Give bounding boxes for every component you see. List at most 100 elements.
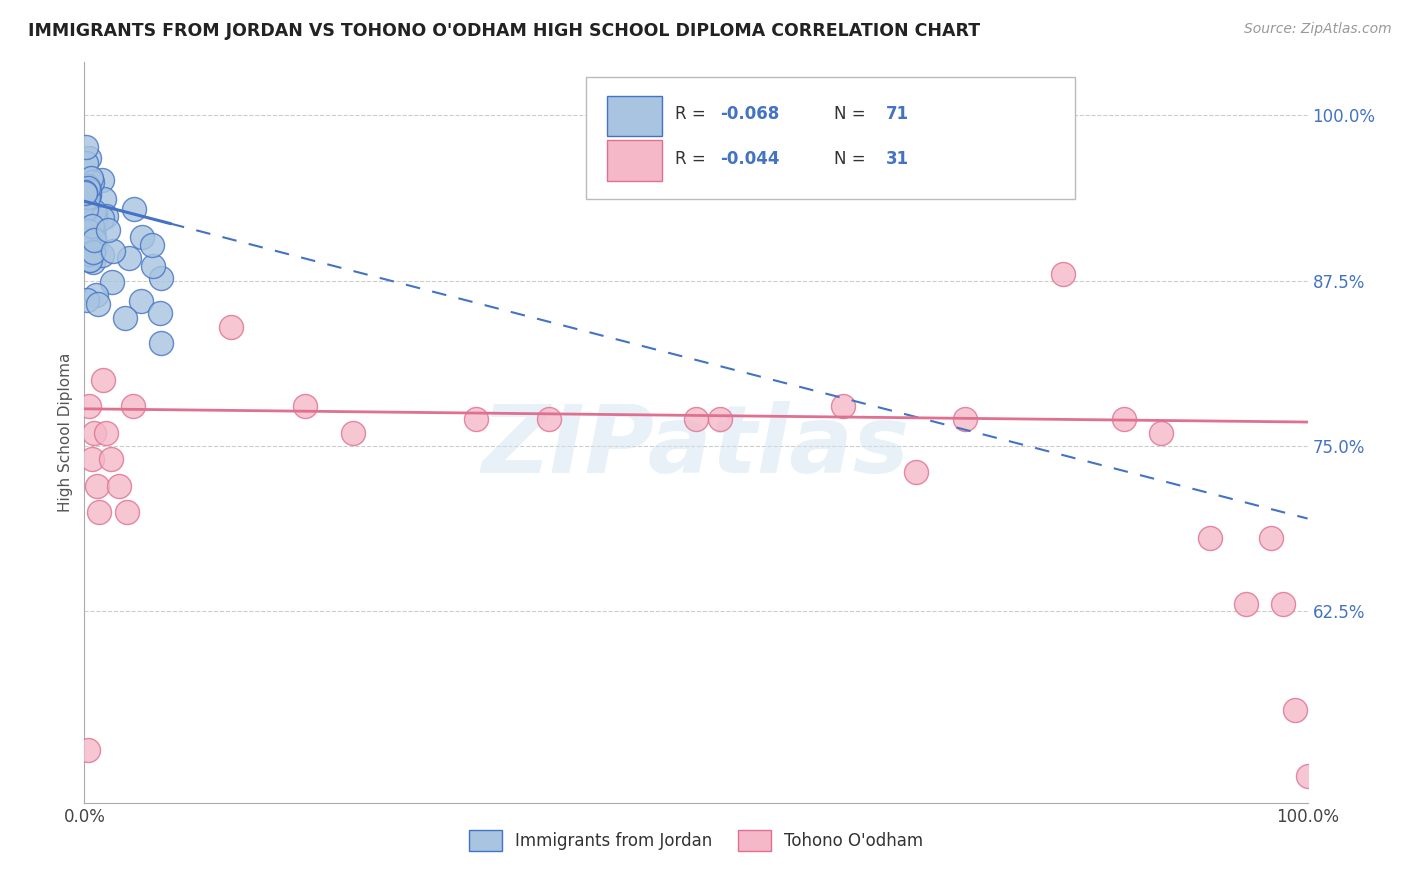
Point [76, 191, 98, 205]
Point [76, 179, 98, 194]
Point [75, 186, 97, 200]
Point [142, 259, 165, 273]
FancyBboxPatch shape [606, 95, 662, 136]
Point [84, 240, 107, 254]
FancyBboxPatch shape [606, 140, 662, 181]
Point [75, 139, 97, 153]
Text: ZIPatlas: ZIPatlas [482, 401, 910, 493]
Point [77, 743, 100, 757]
Point [131, 230, 153, 244]
Text: R =: R = [675, 150, 711, 168]
Text: -0.068: -0.068 [720, 105, 780, 123]
Point [685, 412, 707, 426]
Point [79, 170, 101, 185]
Legend: Immigrants from Jordan, Tohono O'odham: Immigrants from Jordan, Tohono O'odham [463, 823, 929, 857]
Point [149, 306, 172, 320]
Point [1052, 267, 1074, 281]
Point [77, 198, 100, 212]
Point [80, 452, 103, 467]
Point [114, 310, 136, 325]
Point [129, 294, 152, 309]
Point [831, 399, 853, 413]
Point [77, 183, 100, 197]
Point [90, 211, 112, 225]
Text: 31: 31 [886, 150, 908, 168]
Y-axis label: High School Diploma: High School Diploma [58, 353, 73, 512]
Point [91, 373, 114, 387]
Point [75, 202, 97, 216]
Point [141, 238, 163, 252]
Point [79, 253, 101, 268]
Point [77, 399, 100, 413]
Point [73, 181, 96, 195]
Point [97, 223, 120, 237]
Point [79, 210, 101, 224]
Text: R =: R = [675, 105, 711, 123]
Point [953, 412, 976, 426]
Text: Source: ZipAtlas.com: Source: ZipAtlas.com [1244, 22, 1392, 37]
Point [75, 187, 97, 202]
Point [76, 244, 98, 258]
Point [77, 184, 100, 198]
Point [82, 245, 104, 260]
Point [77, 188, 100, 202]
Point [101, 244, 124, 259]
Point [83, 203, 105, 218]
Point [76, 242, 98, 256]
Point [73, 186, 96, 200]
Point [1198, 532, 1220, 546]
Point [101, 275, 124, 289]
Point [77, 224, 100, 238]
Point [73, 215, 96, 229]
Point [1284, 703, 1306, 717]
Point [79, 251, 101, 265]
Point [77, 247, 100, 261]
Point [75, 191, 97, 205]
Text: N =: N = [834, 105, 872, 123]
Point [122, 202, 145, 216]
Point [77, 232, 100, 246]
Point [1260, 532, 1282, 546]
Point [76, 227, 98, 241]
Point [84, 212, 107, 227]
Text: IMMIGRANTS FROM JORDAN VS TOHONO O'ODHAM HIGH SCHOOL DIPLOMA CORRELATION CHART: IMMIGRANTS FROM JORDAN VS TOHONO O'ODHAM… [28, 22, 980, 40]
Point [84, 288, 107, 302]
Point [100, 452, 122, 467]
Point [122, 399, 145, 413]
Point [294, 399, 316, 413]
Point [79, 253, 101, 268]
Point [83, 231, 105, 245]
Point [83, 233, 105, 247]
Point [115, 505, 138, 519]
Point [80, 219, 103, 234]
Point [77, 224, 100, 238]
Point [76, 232, 98, 246]
Point [93, 192, 115, 206]
Point [79, 212, 101, 227]
Text: N =: N = [834, 150, 872, 168]
Point [342, 425, 364, 440]
Point [905, 465, 928, 479]
Point [73, 240, 96, 254]
Point [79, 224, 101, 238]
Point [75, 156, 97, 170]
Point [1236, 598, 1258, 612]
Point [538, 412, 561, 426]
Point [83, 207, 105, 221]
Point [96, 425, 118, 440]
Point [91, 173, 114, 187]
Point [1272, 598, 1295, 612]
Point [91, 248, 114, 262]
Point [80, 222, 103, 236]
Point [1150, 425, 1173, 440]
Point [149, 271, 172, 285]
Point [219, 319, 242, 334]
Point [1114, 412, 1136, 426]
Point [83, 425, 105, 440]
Point [150, 335, 173, 350]
Point [82, 255, 104, 269]
Point [73, 181, 96, 195]
Point [96, 209, 118, 223]
Point [86, 478, 108, 492]
Point [83, 221, 105, 235]
